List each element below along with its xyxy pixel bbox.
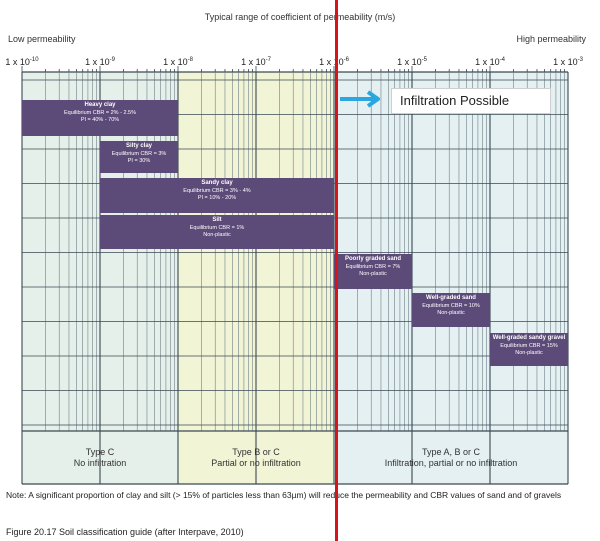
zone-type-c-desc: No infiltration xyxy=(73,458,127,468)
infiltration-callout: Infiltration Possible xyxy=(391,88,551,114)
zone-type-a-b-or-c-desc: Infiltration, partial or no infiltration xyxy=(384,458,518,468)
soil-pi: PI = 40% - 70% xyxy=(80,117,120,123)
soil-pi: Non-plastic xyxy=(359,271,387,277)
soil-cbr: Equilibrium CBR = 10% xyxy=(422,302,480,309)
soil-box: Well-graded sand Equilibrium CBR = 10% Non… xyxy=(412,293,490,327)
zone-type-a-b-or-c: Type A, B or C Infiltration, partial or … xyxy=(334,447,568,469)
zone-type-b-or-c-desc: Partial or no infiltration xyxy=(211,458,301,468)
soil-pi: PI = 30% xyxy=(127,158,151,164)
soil-box: Silt Equilibrium CBR = 1% Non-plastic xyxy=(100,215,334,249)
soil-name: Heavy clay xyxy=(84,102,116,108)
zone-type-c: Type C No infiltration xyxy=(22,447,178,469)
soil-name: Silt xyxy=(212,217,222,223)
soil-cbr: Equilibrium CBR = 3% xyxy=(111,150,167,157)
soil-name: Well-graded sand xyxy=(426,295,476,301)
soil-pi: PI = 10% - 20% xyxy=(197,195,237,201)
soil-name: Well-graded sandy gravel xyxy=(492,335,566,341)
zone-type-c-title: Type C xyxy=(85,447,115,457)
soil-box: Well-graded sandy gravel Equilibrium CBR … xyxy=(490,333,568,366)
tick-label: 1 x 10-3 xyxy=(553,57,583,67)
soil-cbr: Equilibrium CBR = 3% - 4% xyxy=(183,187,251,194)
soil-box: Silty clay Equilibrium CBR = 3% PI = 30% xyxy=(100,141,178,173)
tick-label: 1 x 10-4 xyxy=(475,57,505,67)
chart-title: Typical range of coefficient of permeabi… xyxy=(204,12,396,22)
soil-name: Sandy clay xyxy=(201,180,233,186)
tick-label: 1 x 10-6 xyxy=(319,57,349,67)
soil-cbr: Equilibrium CBR = 2% - 2.5% xyxy=(64,109,136,116)
soil-name: Poorly graded sand xyxy=(344,256,401,262)
figure-caption: Figure 20.17 Soil classification guide (… xyxy=(6,527,244,537)
zone-type-b-or-c: Type B or C Partial or no infiltration xyxy=(178,447,334,469)
soil-pi: Non-plastic xyxy=(437,310,465,316)
soil-box: Poorly graded sand Equilibrium CBR = 7% No… xyxy=(334,254,412,289)
soil-pi: Non-plastic xyxy=(203,232,231,238)
tick-label: 1 x 10-5 xyxy=(397,57,427,67)
soil-pi: Non-plastic xyxy=(515,350,543,356)
soil-name: Silty clay xyxy=(125,143,152,149)
high-permeability-label: High permeability xyxy=(516,34,586,44)
soil-cbr: Equilibrium CBR = 1% xyxy=(189,224,245,231)
soil-cbr: Equilibrium CBR = 7% xyxy=(345,263,401,270)
soil-cbr: Equilibrium CBR = 15% xyxy=(500,342,558,349)
tick-label: 1 x 10-8 xyxy=(163,57,193,67)
zone-type-a-b-or-c-title: Type A, B or C xyxy=(421,447,481,457)
soil-box: Heavy clay Equilibrium CBR = 2% - 2.5% PI … xyxy=(22,100,178,136)
tick-label: 1 x 10-7 xyxy=(241,57,271,67)
footnote: Note: A significant proportion of clay a… xyxy=(6,490,562,500)
threshold-line xyxy=(335,0,338,541)
arrow-right-icon xyxy=(340,90,380,108)
tick-label: 1 x 10-9 xyxy=(85,57,115,67)
soil-box: Sandy clay Equilibrium CBR = 3% - 4% PI = … xyxy=(100,178,334,213)
zone-type-b-or-c-title: Type B or C xyxy=(232,447,280,457)
low-permeability-label: Low permeability xyxy=(8,34,76,44)
tick-label: 1 x 10-10 xyxy=(5,57,39,67)
